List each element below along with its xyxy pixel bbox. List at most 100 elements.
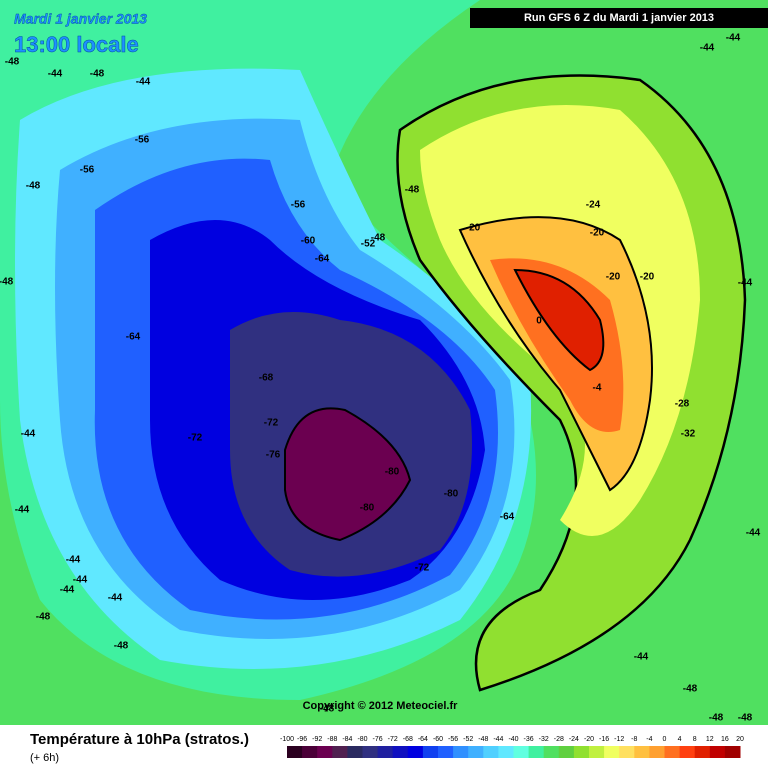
colorbar-tick-label: -60: [433, 736, 443, 743]
contour-label: -20: [606, 272, 621, 283]
colorbar-bin: [287, 746, 303, 758]
colorbar-tick-label: -28: [554, 736, 564, 743]
colorbar-bin: [709, 746, 726, 758]
contour-label: -44: [136, 77, 151, 88]
contour-label: -44: [73, 575, 88, 586]
colorbar-bin: [407, 746, 424, 758]
contour-label: -48: [405, 185, 420, 196]
colorbar-bin: [558, 746, 575, 758]
colorbar-tick-label: -40: [508, 736, 518, 743]
contour-label: -4: [593, 383, 602, 394]
colorbar-tick-label: -52: [463, 736, 473, 743]
contour-label: -48: [0, 277, 14, 288]
colorbar-tick-label: 8: [693, 736, 697, 743]
colorbar-bin: [664, 746, 681, 758]
colorbar: -100 -96 -92 -88 -84 -80 -76 -72 -68 -64 -60 -56 -52…: [280, 736, 744, 758]
contour-label: -44: [15, 505, 30, 516]
colorbar-bin: [317, 746, 333, 758]
contour-label: -52: [361, 239, 376, 250]
contour-label: -44: [60, 585, 75, 596]
caption-title: Température à 10hPa (stratos.): [30, 731, 249, 748]
colorbar-bin: [483, 746, 499, 758]
colorbar-tick-label: -12: [614, 736, 624, 743]
colorbar-bin: [468, 746, 484, 758]
contour-label: -48: [114, 641, 129, 652]
contour-label: -80: [385, 467, 400, 478]
contour-label: -44: [726, 33, 741, 44]
colorbar-tick-label: 12: [706, 736, 714, 743]
colorbar-bin: [724, 746, 741, 758]
colorbar-tick-label: -24: [569, 736, 579, 743]
run-box: [470, 8, 768, 28]
colorbar-tick-label: -8: [631, 736, 637, 743]
colorbar-bin: [619, 746, 635, 758]
colorbar-tick-label: -64: [418, 736, 428, 743]
contour-label: -56: [135, 135, 150, 146]
colorbar-tick-label: -68: [403, 736, 413, 743]
colorbar-bin: [302, 746, 318, 758]
colorbar-bin: [332, 746, 348, 758]
contour-label: -20: [640, 272, 655, 283]
contour-label: -48: [5, 57, 20, 68]
colorbar-tick-label: -48: [478, 736, 488, 743]
colorbar-bin: [498, 746, 514, 758]
colorbar-tick-label: -96: [297, 736, 307, 743]
contour-label: -20: [466, 223, 481, 234]
warm-zone-4: [490, 258, 624, 432]
contour-label: -48: [738, 713, 753, 724]
contour-label: -44: [66, 555, 81, 566]
colorbar-tick-label: -88: [327, 736, 337, 743]
colorbar-bin: [543, 746, 560, 758]
contour-label: -48: [683, 684, 698, 695]
contour-label: -72: [415, 563, 430, 574]
colorbar-tick-label: -32: [539, 736, 549, 743]
colorbar-bin: [679, 746, 696, 758]
colorbar-bin: [377, 746, 394, 758]
contour-label: -56: [291, 200, 306, 211]
contour-label: -72: [264, 418, 279, 429]
colorbar-tick-label: 16: [721, 736, 729, 743]
contour-label: -64: [500, 512, 515, 523]
contour-label: -24: [586, 200, 601, 211]
colorbar-bin: [694, 746, 711, 758]
cold-core: [284, 407, 412, 542]
contour-label: -48: [709, 713, 724, 724]
contour-label: -44: [738, 278, 753, 289]
contour-label: -68: [259, 373, 274, 384]
contour-label: -64: [315, 254, 330, 265]
caption-subtitle: (+ 6h): [30, 752, 59, 764]
contour-label: -48: [371, 233, 386, 244]
colorbar-tick-label: -4: [646, 736, 652, 743]
colorbar-bin: [604, 746, 620, 758]
colorbar-bin: [347, 746, 363, 758]
colorbar-tick-label: -44: [493, 736, 503, 743]
date-label: Mardi 1 janvier 2013: [14, 11, 147, 27]
colorbar-tick-label: -84: [342, 736, 352, 743]
contour-label: -64: [126, 332, 141, 343]
colorbar-tick-label: -56: [448, 736, 458, 743]
colorbar-bin: [453, 746, 469, 758]
colorbar-tick-label: -80: [357, 736, 367, 743]
colorbar-bin: [573, 746, 590, 758]
contour-label: -28: [675, 399, 690, 410]
contour-label: -48: [26, 181, 41, 192]
colorbar-tick-label: 4: [678, 736, 682, 743]
run-label: Run GFS 6 Z du Mardi 1 janvier 2013: [524, 12, 714, 24]
colorbar-bin: [392, 746, 409, 758]
contour-label: -80: [444, 489, 459, 500]
contour-label: -44: [108, 593, 123, 604]
contour-labels: -48-44 -48-44-44-44-48-56-56-56-60-64-52-…: [0, 33, 761, 724]
colorbar-bin: [649, 746, 665, 758]
colorbar-tick-label: 20: [736, 736, 744, 743]
contour-label: -44: [746, 528, 761, 539]
colorbar-tick-label: -100: [280, 736, 294, 743]
time-label: 13:00 locale: [14, 32, 139, 57]
colorbar-tick-label: -72: [388, 736, 398, 743]
colorbar-tick-label: -20: [584, 736, 594, 743]
contour-label: 0: [536, 316, 542, 327]
colorbar-tick-label: -16: [599, 736, 609, 743]
contour-label: -72: [188, 433, 203, 444]
contour-label: -32: [681, 429, 696, 440]
